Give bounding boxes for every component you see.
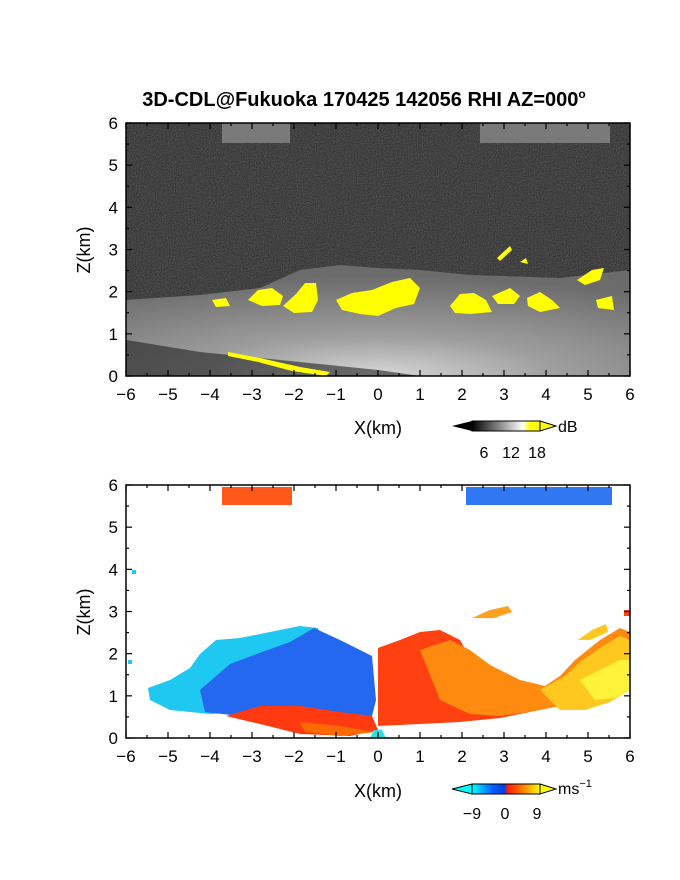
reflectivity-y-tick-label: 1 <box>109 325 118 344</box>
colorbar-tick-18: 18 <box>528 445 546 462</box>
velocity-tick-labels: −6 −5 −4 −3 −2 −1 0 1 2 3 4 5 6 0 1 2 3 4 5 6 <box>109 476 635 766</box>
colorbar-unit: ms−1 <box>558 778 592 798</box>
velocity-ylabel: Z(km) <box>74 589 94 636</box>
upper-echo-left <box>222 487 292 505</box>
reflectivity-x-tick-label: −1 <box>326 385 345 404</box>
velocity-y-tick-label: 0 <box>109 729 118 748</box>
reflectivity-y-tick-label: 5 <box>109 156 118 175</box>
speck <box>132 570 136 574</box>
reflectivity-xlabel: X(km) <box>354 418 402 438</box>
colorbar-right-arrow <box>539 783 558 795</box>
velocity-y-tick-label: 5 <box>109 518 118 537</box>
reflectivity-x-tick-label: 5 <box>583 385 592 404</box>
reflectivity-x-tick-label: 2 <box>457 385 466 404</box>
speck <box>624 610 630 616</box>
velocity-xlabel: X(km) <box>354 781 402 801</box>
reflectivity-colorbar: dB 6 12 18 <box>452 419 578 462</box>
velocity-x-tick-label: −1 <box>326 747 345 766</box>
colorbar-tick-6: 6 <box>480 445 489 462</box>
cloud-base-echo <box>212 246 614 376</box>
reflectivity-y-tick-label: 0 <box>109 367 118 386</box>
reflectivity-y-tick-label: 2 <box>109 283 118 302</box>
upper-echo-orange <box>472 606 512 618</box>
velocity-y-tick-label: 4 <box>109 560 118 579</box>
colorbar-left-arrow <box>452 421 472 431</box>
colorbar-tick-9: 9 <box>533 806 542 823</box>
velocity-y-tick-label: 1 <box>109 687 118 706</box>
reflectivity-ylabel: Z(km) <box>74 227 94 274</box>
velocity-x-tick-label: 3 <box>499 747 508 766</box>
reflectivity-y-tick-label: 4 <box>109 198 118 217</box>
reflectivity-ticks <box>125 122 631 377</box>
chart-title: 3D-CDL@Fukuoka 170425 142056 RHI AZ=000o <box>142 87 586 111</box>
velocity-x-tick-label: 4 <box>541 747 550 766</box>
colorbar-right-arrow <box>539 420 558 432</box>
velocity-x-tick-label: 1 <box>415 747 424 766</box>
reflectivity-y-tick-label: 6 <box>109 114 118 133</box>
upper-echo-yellow <box>578 624 608 640</box>
receding-core <box>200 628 376 726</box>
reflectivity-x-tick-label: 1 <box>415 385 424 404</box>
velocity-y-tick-label: 6 <box>109 476 118 495</box>
reflectivity-x-tick-label: −4 <box>200 385 219 404</box>
colorbar-gradient <box>471 783 541 795</box>
colorbar-tick-neg9: −9 <box>463 806 481 823</box>
velocity-y-tick-label: 2 <box>109 645 118 664</box>
reflectivity-x-tick-label: −2 <box>284 385 303 404</box>
velocity-x-tick-label: 2 <box>457 747 466 766</box>
velocity-x-tick-label: −3 <box>242 747 261 766</box>
velocity-x-tick-label: −6 <box>116 747 135 766</box>
reflectivity-x-tick-label: 4 <box>541 385 550 404</box>
velocity-x-tick-label: −4 <box>200 747 219 766</box>
upper-echo-right <box>480 123 610 143</box>
reflectivity-x-tick-label: 0 <box>373 385 382 404</box>
velocity-x-tick-label: −5 <box>158 747 177 766</box>
approaching-fringe <box>580 660 630 700</box>
colorbar-unit: dB <box>558 419 578 436</box>
reflectivity-x-tick-label: 3 <box>499 385 508 404</box>
reflectivity-x-tick-label: −5 <box>158 385 177 404</box>
upper-echo-right <box>466 487 612 505</box>
reflectivity-x-tick-label: −3 <box>242 385 261 404</box>
reflectivity-x-tick-label: 6 <box>625 385 634 404</box>
near-ground-core <box>300 722 375 736</box>
velocity-y-tick-label: 3 <box>109 603 118 622</box>
velocity-panel: −6 −5 −4 −3 −2 −1 0 1 2 3 4 5 6 0 1 2 3 4 5 6 X(km) Z(km) <box>74 476 635 801</box>
reflectivity-y-tick-label: 3 <box>109 241 118 260</box>
lower-shadow <box>126 340 420 376</box>
reflectivity-panel: −6 −5 −4 −3 −2 −1 0 1 2 3 4 5 6 0 1 2 3 4 5 6 X(km) Z(km) <box>74 114 635 438</box>
speck <box>128 660 132 664</box>
velocity-x-tick-label: 5 <box>583 747 592 766</box>
reflectivity-x-tick-label: −6 <box>116 385 135 404</box>
velocity-x-tick-label: −2 <box>284 747 303 766</box>
velocity-colorbar: ms−1 −9 0 9 <box>451 778 592 823</box>
colorbar-gradient <box>471 420 541 432</box>
velocity-x-tick-label: 6 <box>625 747 634 766</box>
colorbar-tick-12: 12 <box>502 445 520 462</box>
colorbar-left-arrow <box>451 783 473 795</box>
reflectivity-tick-labels: −6 −5 −4 −3 −2 −1 0 1 2 3 4 5 6 0 1 2 3 4 5 6 <box>109 114 635 404</box>
colorbar-tick-0: 0 <box>501 806 510 823</box>
velocity-ticks <box>125 484 631 739</box>
upper-echo-left <box>222 123 290 143</box>
velocity-x-tick-label: 0 <box>373 747 382 766</box>
